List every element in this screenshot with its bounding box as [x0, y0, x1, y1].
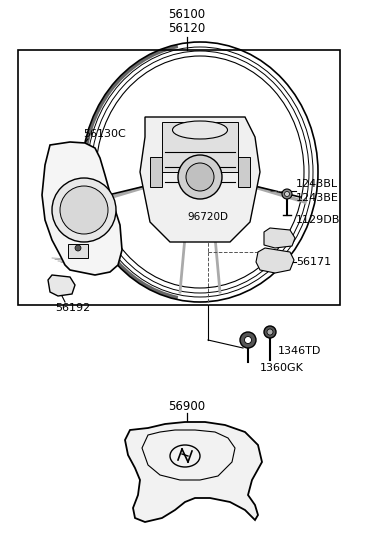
Polygon shape [48, 275, 75, 296]
Text: 1129DB: 1129DB [296, 215, 340, 225]
Text: 1346TD: 1346TD [278, 346, 321, 356]
Text: 56900: 56900 [168, 400, 206, 413]
Ellipse shape [172, 121, 227, 139]
Bar [238, 157, 250, 187]
Text: 56130C: 56130C [84, 129, 126, 139]
Circle shape [60, 186, 108, 234]
Polygon shape [140, 117, 260, 242]
Circle shape [282, 189, 292, 199]
Circle shape [285, 191, 289, 197]
Text: 56192: 56192 [55, 303, 91, 313]
Bar [162, 122, 238, 172]
Circle shape [178, 155, 222, 199]
Bar [150, 157, 162, 187]
Text: 56120: 56120 [168, 22, 206, 34]
Circle shape [186, 163, 214, 191]
Text: 56171: 56171 [296, 257, 331, 267]
Text: 1243BL: 1243BL [296, 179, 338, 189]
Text: 1360GK: 1360GK [260, 363, 304, 373]
Polygon shape [264, 228, 295, 248]
Circle shape [264, 326, 276, 338]
Circle shape [245, 336, 251, 343]
Circle shape [240, 332, 256, 348]
Text: 96720D: 96720D [187, 212, 229, 222]
Circle shape [52, 178, 116, 242]
Bar [18, 50, 340, 305]
Circle shape [75, 245, 81, 251]
Polygon shape [42, 142, 122, 275]
Bar [68, 244, 88, 258]
Polygon shape [256, 248, 294, 273]
Circle shape [267, 329, 273, 335]
Text: 1243BE: 1243BE [296, 193, 339, 203]
Polygon shape [125, 422, 262, 522]
Text: 56100: 56100 [168, 8, 206, 20]
